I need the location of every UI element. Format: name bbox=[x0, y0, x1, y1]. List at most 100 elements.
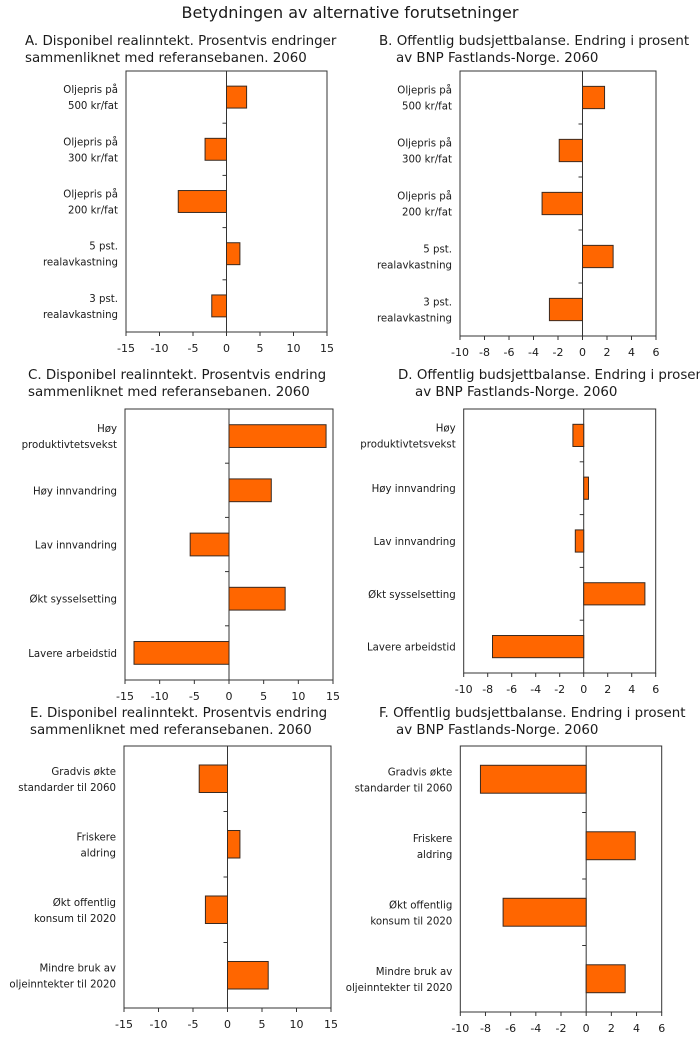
category-label-line: realavkastning bbox=[377, 261, 452, 272]
x-tick-label: 5 bbox=[259, 1018, 266, 1031]
x-tick-label: -10 bbox=[150, 1018, 168, 1031]
bar-4 bbox=[226, 242, 241, 266]
bar-2 bbox=[204, 137, 227, 161]
bar-5 bbox=[548, 297, 583, 322]
category-label: Mindre bruk av oljeinntekter til 2020 bbox=[346, 967, 453, 994]
bar-4 bbox=[228, 586, 286, 611]
category-label-line: Oljepris på bbox=[397, 84, 452, 97]
bar-5 bbox=[211, 294, 227, 318]
x-tick-label: -2 bbox=[553, 346, 564, 359]
category-label-line: standarder til 2060 bbox=[355, 783, 453, 794]
category-label-line: 5 pst. bbox=[89, 242, 118, 253]
x-tick-label: -2 bbox=[556, 1022, 567, 1035]
x-tick-label: 6 bbox=[653, 346, 660, 359]
bar-1 bbox=[198, 764, 229, 794]
category-label-line: Mindre bruk av bbox=[39, 963, 116, 974]
x-tick-label: -15 bbox=[115, 1018, 133, 1031]
x-tick-label: 15 bbox=[320, 342, 334, 355]
x-tick-label: 10 bbox=[290, 1018, 304, 1031]
category-label: Oljepris på 500 kr/fat bbox=[63, 83, 118, 112]
x-tick-label: -4 bbox=[528, 346, 539, 359]
category-label-line: realavkastning bbox=[43, 310, 118, 321]
category-label-line: konsum til 2020 bbox=[34, 914, 116, 925]
x-tick-label: 2 bbox=[604, 683, 611, 696]
category-label-line: oljeinntekter til 2020 bbox=[9, 979, 116, 990]
bar-1 bbox=[582, 85, 606, 110]
bar-5 bbox=[492, 635, 585, 659]
x-tick-label: -15 bbox=[116, 690, 134, 703]
x-tick-label: -8 bbox=[479, 346, 490, 359]
x-tick-label: 0 bbox=[580, 683, 587, 696]
category-label: Oljepris på 300 kr/fat bbox=[397, 137, 452, 166]
category-label-line: Høy bbox=[97, 424, 117, 435]
panel-e: Gradvis økte standarder til 2060 Friskere a… bbox=[9, 745, 338, 1031]
category-label: Lav innvandring bbox=[35, 541, 117, 552]
category-label: Høy innvandring bbox=[372, 484, 456, 495]
figure-title: Betydningen av alternative forutsetninge… bbox=[181, 3, 519, 22]
x-tick-label: -4 bbox=[530, 1022, 541, 1035]
x-tick-label: -10 bbox=[451, 1022, 469, 1035]
panel-d-title: D. Offentlig budsjettbalanse. Endring i … bbox=[398, 368, 700, 400]
category-label-line: Gradvis økte bbox=[388, 767, 453, 778]
bar-3 bbox=[204, 895, 228, 925]
category-label-line: 3 pst. bbox=[89, 294, 118, 305]
x-tick-label: 2 bbox=[604, 346, 611, 359]
x-tick-label: 6 bbox=[652, 683, 659, 696]
panel-a: Oljepris på 500 kr/fat Oljepris på 300 kr/f… bbox=[43, 70, 334, 355]
category-label: 3 pst. realavkastning bbox=[43, 294, 118, 321]
category-label-line: Økt sysselsetting bbox=[368, 589, 456, 601]
bar-2 bbox=[558, 138, 583, 163]
category-label-line: realavkastning bbox=[377, 314, 452, 325]
x-tick-label: -10 bbox=[151, 690, 169, 703]
category-label-line: Høy innvandring bbox=[372, 484, 456, 495]
x-tick-label: 4 bbox=[628, 683, 635, 696]
category-label: Økt offentlig konsum til 2020 bbox=[370, 899, 452, 927]
bar-4 bbox=[585, 964, 626, 994]
bar-2 bbox=[228, 478, 272, 503]
panel-e-title: E. Disponibel realinntekt. Prosentvis en… bbox=[30, 706, 328, 738]
bar-4 bbox=[227, 960, 269, 990]
x-tick-label: -5 bbox=[188, 1018, 199, 1031]
x-tick-label: 10 bbox=[291, 690, 305, 703]
x-tick-label: -10 bbox=[455, 683, 473, 696]
category-label: Høy innvandring bbox=[33, 486, 117, 497]
category-label-line: Gradvis økte bbox=[51, 767, 116, 778]
bar-2 bbox=[227, 829, 241, 859]
category-label: Gradvis økte standarder til 2060 bbox=[355, 767, 453, 794]
x-tick-label: 0 bbox=[223, 342, 230, 355]
x-tick-label: -5 bbox=[188, 342, 199, 355]
bar-1 bbox=[228, 424, 327, 448]
panel-b-title: B. Offentlig budsjettbalanse. Endring i … bbox=[379, 34, 690, 66]
category-label-line: realavkastning bbox=[43, 258, 118, 269]
category-label: Oljepris på 200 kr/fat bbox=[63, 188, 118, 217]
plot-frame bbox=[463, 408, 657, 674]
category-label-line: 500 kr/fat bbox=[402, 102, 452, 113]
category-label-line: produktivtetsvekst bbox=[360, 439, 455, 450]
x-tick-label: 6 bbox=[658, 1022, 665, 1035]
x-tick-label: 5 bbox=[260, 690, 267, 703]
x-tick-label: -15 bbox=[117, 342, 135, 355]
x-tick-label: 5 bbox=[257, 342, 264, 355]
x-tick-label: 0 bbox=[224, 1018, 231, 1031]
category-label-line: 200 kr/fat bbox=[68, 206, 118, 217]
bar-1 bbox=[572, 423, 585, 447]
category-label-line: produktivtetsvekst bbox=[22, 440, 117, 451]
x-tick-label: 15 bbox=[324, 1018, 338, 1031]
x-tick-label: 10 bbox=[287, 342, 301, 355]
x-tick-label: -2 bbox=[554, 683, 565, 696]
bar-4 bbox=[583, 582, 646, 606]
bar-5 bbox=[133, 641, 230, 665]
category-label: Høy produktivtetsvekst bbox=[22, 424, 117, 451]
category-label: 3 pst. realavkastning bbox=[377, 298, 452, 325]
category-label-line: Oljepris på bbox=[63, 83, 118, 96]
bar-2 bbox=[585, 831, 636, 861]
category-label: Oljepris på 300 kr/fat bbox=[63, 135, 118, 164]
category-label: Økt sysselsetting bbox=[368, 589, 456, 601]
bar-4 bbox=[582, 244, 614, 269]
category-label: Oljepris på 500 kr/fat bbox=[397, 84, 452, 113]
panel-f-title: F. Offentlig budsjettbalanse. Endring i … bbox=[379, 706, 686, 738]
bar-1 bbox=[226, 85, 248, 109]
category-label: Lavere arbeidstid bbox=[367, 643, 456, 654]
bar-3 bbox=[502, 897, 587, 927]
category-label-line: Oljepris på bbox=[63, 135, 118, 148]
